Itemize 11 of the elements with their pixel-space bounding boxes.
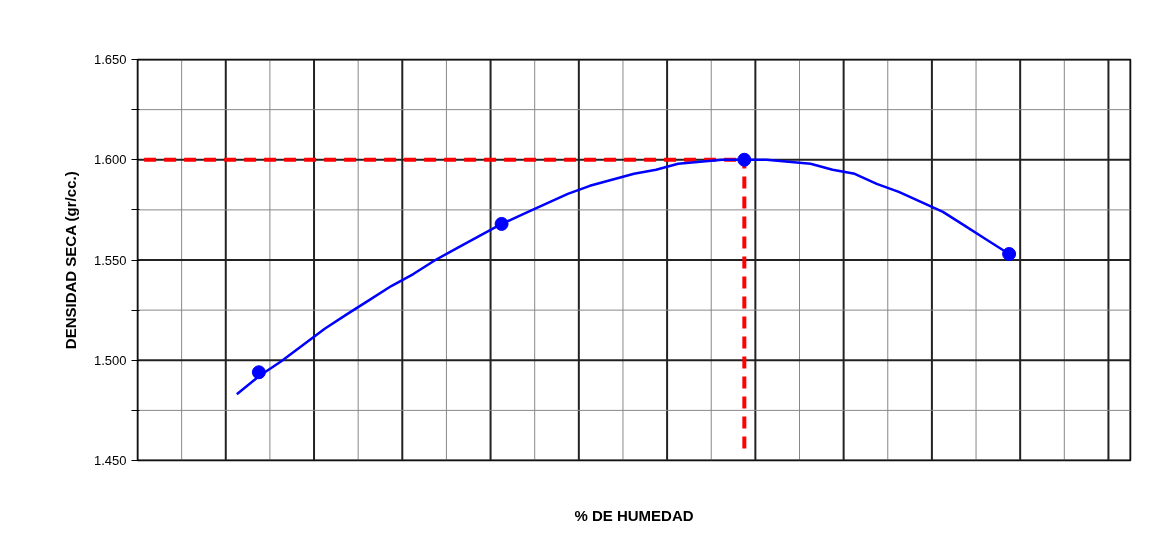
y-tick-label: 1.500: [93, 352, 127, 368]
point: [737, 152, 752, 167]
y-tick-label: 1.600: [93, 152, 127, 168]
y-tick-label: 1.650: [93, 52, 127, 67]
point: [494, 216, 509, 231]
y-tick-label: 1.550: [93, 252, 127, 268]
point: [251, 365, 266, 380]
y-tick-label: 1.450: [93, 453, 127, 468]
y-axis-title: DENSIDAD SECA (gr/cc.): [61, 171, 79, 350]
x-axis-title: % DE HUMEDAD: [574, 506, 694, 524]
point: [1002, 247, 1017, 261]
